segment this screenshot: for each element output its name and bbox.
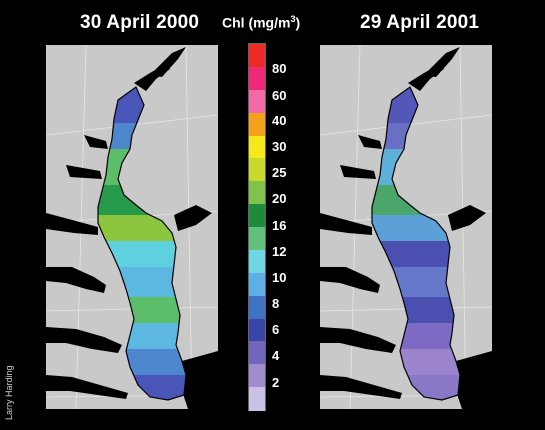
scale-tick-label: 20 — [272, 191, 287, 206]
land-shape — [320, 327, 396, 353]
chlorophyll-zone — [372, 241, 460, 267]
land-shape — [46, 375, 128, 399]
scale-tick-label: 60 — [272, 88, 287, 103]
bay-map-2000 — [46, 45, 218, 409]
land-shape — [84, 135, 108, 149]
land-shape — [320, 213, 372, 235]
scale-segment — [249, 227, 265, 251]
chlorophyll-zone — [372, 87, 460, 123]
scale-segment — [249, 135, 265, 159]
land-shape — [174, 205, 212, 231]
land-shape — [358, 135, 382, 149]
bay-outline — [371, 86, 461, 401]
chlorophyll-zone — [98, 241, 186, 267]
scale-segment — [249, 89, 265, 114]
land-shape — [320, 267, 380, 293]
scale-tick-label: 40 — [272, 113, 287, 128]
scale-segment — [249, 181, 265, 205]
scale-tick-label: 2 — [272, 375, 280, 390]
chlorophyll-zone — [98, 87, 186, 123]
color-scale-bar — [248, 43, 266, 411]
map-title-2001: 29 April 2001 — [360, 12, 480, 33]
scale-tick-label: 25 — [272, 165, 287, 180]
scale-segment — [249, 272, 265, 297]
map-title-2000: 30 April 2000 — [80, 12, 200, 33]
land-shape — [340, 165, 376, 179]
scale-segment — [249, 66, 265, 91]
scale-segment — [249, 112, 265, 136]
scale-segment — [249, 387, 265, 411]
scale-segment — [249, 295, 265, 319]
land-shape — [46, 267, 106, 293]
scale-tick-label: 30 — [272, 139, 287, 154]
land-shape — [320, 375, 402, 399]
scale-tick-label: 80 — [272, 61, 287, 76]
scale-tick-label: 8 — [272, 296, 280, 311]
map-panel-2001 — [320, 45, 492, 409]
scale-segment — [249, 341, 265, 365]
scale-tick-label: 16 — [272, 218, 287, 233]
land-shape — [448, 205, 486, 231]
scale-segment — [249, 364, 265, 388]
scale-tick-label: 10 — [272, 270, 287, 285]
scale-tick-label: 6 — [272, 322, 280, 337]
land-shape — [424, 47, 460, 77]
scale-segment — [249, 318, 265, 342]
land-shape — [66, 165, 102, 179]
scale-tick-label: 12 — [272, 244, 287, 259]
map-panel-2000 — [46, 45, 218, 409]
scale-segment — [249, 44, 265, 68]
scale-tick-label: 4 — [272, 348, 280, 363]
land-shape — [182, 351, 218, 409]
bay-map-2001 — [320, 45, 492, 409]
land-shape — [46, 213, 98, 235]
bay-outline — [97, 86, 187, 401]
photo-credit: Larry Harding — [4, 365, 14, 420]
scale-segment — [249, 158, 265, 182]
land-shape — [46, 327, 122, 353]
land-shape — [456, 351, 492, 409]
scale-segment — [249, 204, 265, 228]
legend-title: Chl (mg/m3) — [222, 14, 301, 31]
scale-segment — [249, 249, 265, 274]
land-shape — [150, 47, 186, 77]
